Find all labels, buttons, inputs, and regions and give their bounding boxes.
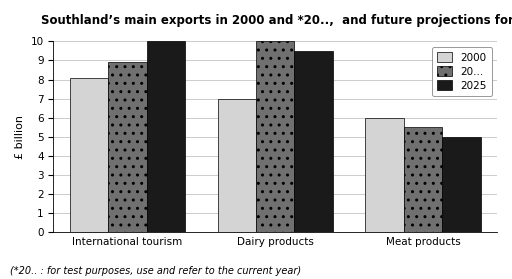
Bar [108,62,146,232]
Bar [366,118,404,232]
Bar [146,41,185,232]
Bar [442,137,481,232]
Text: Southland’s main exports in 2000 and *20..,  and future projections for 2025: Southland’s main exports in 2000 and *20… [41,14,512,27]
Bar [70,78,108,232]
Text: (*20.. : for test purposes, use and refer to the current year): (*20.. : for test purposes, use and refe… [10,266,302,276]
Bar [404,127,442,232]
Y-axis label: £ billion: £ billion [15,115,25,159]
Bar [218,99,256,232]
Legend: 2000, 20..., 2025: 2000, 20..., 2025 [432,47,492,96]
Bar [256,41,294,232]
Bar [294,51,333,232]
